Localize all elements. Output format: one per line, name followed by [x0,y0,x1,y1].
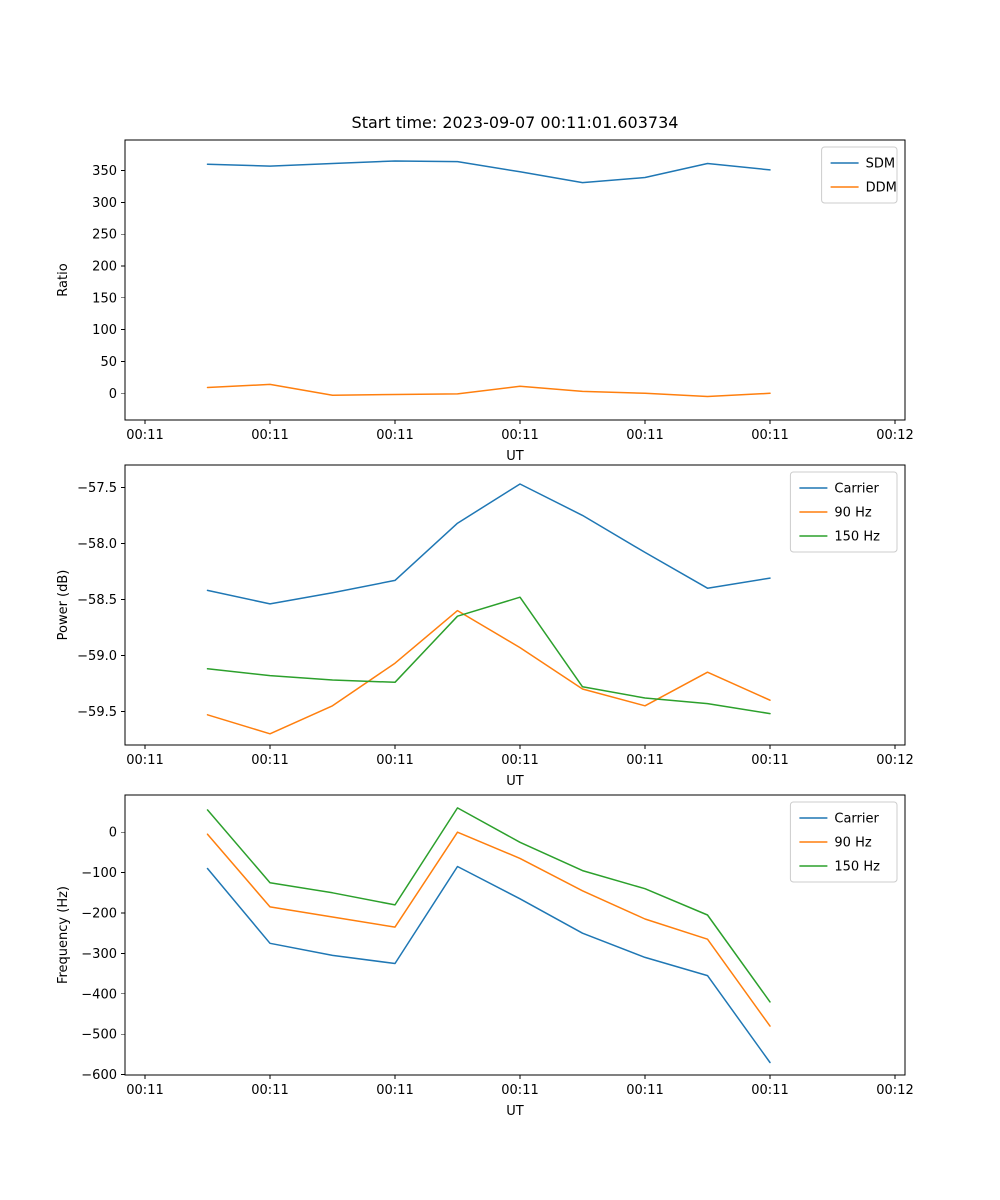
x-axis-label: UT [506,774,524,789]
y-tick-label: 100 [92,323,117,338]
x-tick-label: 00:12 [876,753,913,768]
x-axis-label: UT [506,1104,524,1119]
series-line-90-hz [206,609,771,735]
power-subplot: 00:11 00:11 00:11 00:11 00:11 00:11 00:12 −57.5… [56,464,914,789]
x-tick-label: 00:11 [126,1083,163,1098]
y-tick-label: −300 [81,947,117,962]
legend-label: 150 Hz [834,860,880,875]
chart-title: Start time: 2023-09-07 00:11:01.603734 [351,113,679,132]
x-tick-label: 00:12 [876,1083,913,1098]
x-axis-label: UT [506,449,524,464]
x-tick-label: 00:11 [501,428,538,443]
x-tick-label: 00:11 [376,1083,413,1098]
x-tick-label: 00:11 [751,428,788,443]
legend-label: Carrier [834,482,879,497]
series-line-carrier [206,865,771,1064]
ratio-subplot: 00:11 00:11 00:11 00:11 00:11 00:11 00:12 0 50 10… [56,139,914,464]
x-tick-label: 00:11 [376,753,413,768]
axes-frame [124,464,906,746]
legend-label: SDM [866,157,895,172]
legend-box [789,801,898,883]
y-tick-label: −57.5 [77,481,117,496]
y-tick-label: 200 [92,260,117,275]
legend-label: 90 Hz [834,506,871,521]
y-tick-label: −58.0 [77,537,117,552]
y-tick-label: 250 [92,228,117,243]
y-tick-label: 350 [92,164,117,179]
y-tick-label: 300 [92,196,117,211]
frequency-subplot: 00:11 00:11 00:11 00:11 00:11 00:11 00:12 0 −100… [56,794,914,1119]
legend-label: 150 Hz [834,530,880,545]
y-tick-label: −200 [81,906,117,921]
series-line-sdm [206,160,771,184]
x-tick-label: 00:11 [376,428,413,443]
y-tick-label: 0 [109,387,117,402]
legend-label: Carrier [834,812,879,827]
x-tick-label: 00:11 [501,753,538,768]
legend-box [789,471,898,553]
x-tick-label: 00:11 [126,428,163,443]
x-tick-label: 00:11 [751,1083,788,1098]
x-tick-label: 00:11 [251,1083,288,1098]
legend-label: 90 Hz [834,836,871,851]
y-axis-label: Power (dB) [56,570,71,641]
axes-frame [124,794,906,1076]
series-line-ddm [206,383,771,398]
x-tick-label: 00:11 [501,1083,538,1098]
y-axis-label: Frequency (Hz) [56,886,71,984]
series-line-carrier [206,483,771,605]
x-tick-label: 00:11 [251,753,288,768]
series-line-150-hz [206,807,771,1003]
y-tick-label: −59.0 [77,649,117,664]
series-line-150-hz [206,596,771,715]
x-tick-label: 00:11 [626,428,663,443]
x-tick-label: 00:11 [751,753,788,768]
y-tick-label: −59.5 [77,705,117,720]
y-tick-label: 50 [100,355,117,370]
y-tick-label: −58.5 [77,593,117,608]
legend-label: DDM [866,181,897,196]
y-axis-label: Ratio [56,263,71,296]
x-tick-label: 00:11 [626,1083,663,1098]
y-tick-label: −600 [81,1068,117,1083]
x-tick-label: 00:12 [876,428,913,443]
series-line-90-hz [206,831,771,1027]
y-tick-label: −100 [81,866,117,881]
x-tick-label: 00:11 [126,753,163,768]
legend-box [821,146,898,204]
axes-frame [124,139,906,421]
y-tick-label: 0 [109,826,117,841]
y-tick-label: −500 [81,1028,117,1043]
x-tick-label: 00:11 [626,753,663,768]
y-tick-label: −400 [81,987,117,1002]
x-tick-label: 00:11 [251,428,288,443]
y-tick-label: 150 [92,291,117,306]
